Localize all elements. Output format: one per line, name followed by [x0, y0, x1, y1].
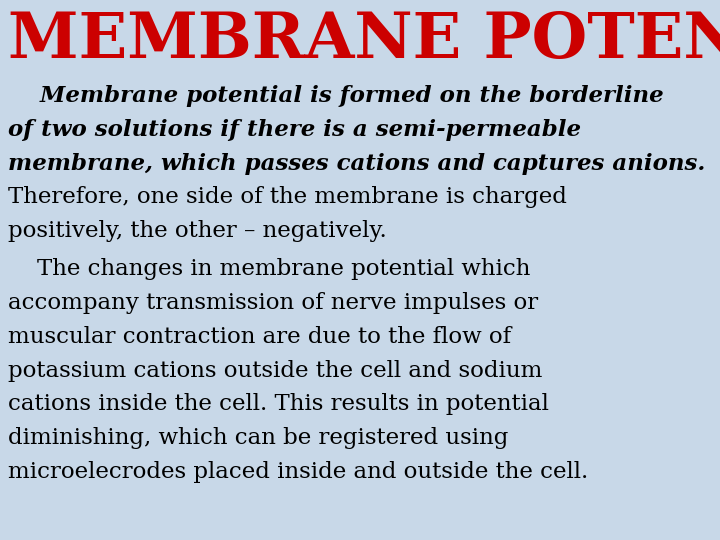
Text: muscular contraction are due to the flow of: muscular contraction are due to the flow… — [8, 326, 511, 348]
Text: The changes in membrane potential which: The changes in membrane potential which — [8, 258, 531, 280]
Text: Therefore, one side of the membrane is charged: Therefore, one side of the membrane is c… — [8, 186, 567, 208]
Text: microelecrodes placed inside and outside the cell.: microelecrodes placed inside and outside… — [8, 461, 588, 483]
Text: of two solutions if there is a semi-permeable: of two solutions if there is a semi-perm… — [8, 119, 581, 141]
Text: diminishing, which can be registered using: diminishing, which can be registered usi… — [8, 427, 508, 449]
Text: cations inside the cell. This results in potential: cations inside the cell. This results in… — [8, 394, 549, 415]
Text: MEMBRANE POTENTIAL: MEMBRANE POTENTIAL — [8, 10, 720, 71]
Text: accompany transmission of nerve impulses or: accompany transmission of nerve impulses… — [8, 292, 538, 314]
Text: Membrane potential is formed on the borderline: Membrane potential is formed on the bord… — [8, 85, 664, 107]
Text: positively, the other – negatively.: positively, the other – negatively. — [8, 220, 387, 242]
Text: potassium cations outside the cell and sodium: potassium cations outside the cell and s… — [8, 360, 542, 382]
Text: membrane, which passes cations and captures anions.: membrane, which passes cations and captu… — [8, 153, 706, 174]
